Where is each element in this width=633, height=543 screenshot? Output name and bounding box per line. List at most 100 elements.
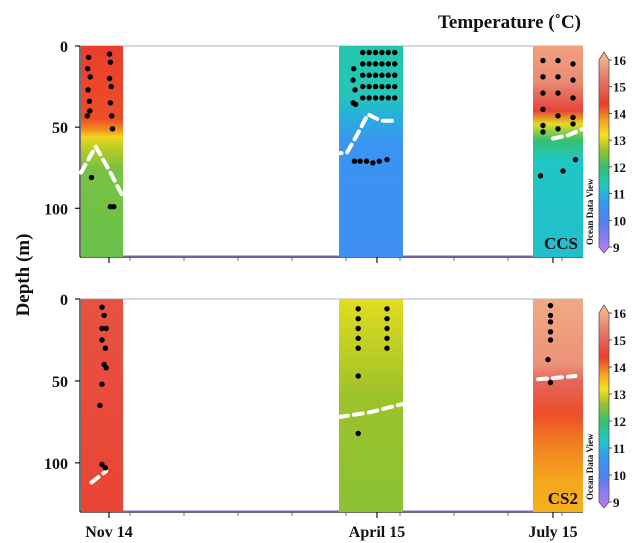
sample-point [540,74,546,80]
sample-point [555,90,561,96]
sample-point [106,51,113,57]
sample-point [384,345,390,351]
sample-point [540,57,546,64]
sample-point [555,57,561,64]
sample-point [350,77,356,83]
sample-point [99,325,105,332]
sample-point [385,83,391,90]
sample-point [360,95,366,101]
y-tick-label: 100 [44,456,68,473]
panel-cs2: 0 50 100 CS2 [44,292,583,518]
sample-point [392,49,398,56]
sample-point [103,325,109,332]
sample-point [107,100,114,106]
colorbar: 9 10 11 12 13 14 15 16 Ocean Data View [585,51,627,255]
sample-point [547,312,554,319]
sample-point [99,337,105,343]
sample-point [376,158,382,164]
sample-point [111,204,117,210]
sample-point [355,316,361,322]
sample-point [392,95,398,101]
sample-point [352,101,359,108]
sample-point [107,59,114,65]
sample-point [360,49,366,56]
sample-point [366,83,372,90]
sample-point [355,345,361,351]
sample-point [366,49,372,56]
sample-point [351,66,357,72]
sample-point [555,113,561,119]
colorbar-tick-label: 13 [613,387,627,402]
sample-point [540,122,546,129]
colorbar-tick-label: 11 [613,187,625,202]
sample-point [109,126,116,132]
sample-point [570,121,576,127]
sample-point [101,312,107,319]
section-column-july-15 [533,299,583,512]
sample-point [108,83,114,90]
sample-point [103,365,109,371]
sample-point [357,158,363,164]
sample-point [570,114,576,121]
section-column-nov-14 [81,46,123,257]
colorbar-tick-label: 10 [613,468,626,483]
x-tick-label: Nov 14 [85,524,133,541]
mixed-layer-line [79,142,125,199]
sample-point [85,87,91,93]
sample-point [384,316,390,322]
sample-point [360,83,366,90]
mixed-layer-line [337,401,405,419]
sample-point [392,61,398,67]
colorbar-tick-label: 16 [613,53,627,68]
sample-point [355,306,361,312]
sample-point [384,306,390,312]
sample-point [385,49,391,56]
sample-point [366,72,372,78]
sample-point [355,430,361,437]
sample-point [351,158,358,164]
mixed-layer-line [536,374,578,382]
sample-point [379,49,385,56]
colorbar-tick-label: 15 [613,80,627,95]
sample-point [379,83,385,90]
sample-point [384,156,390,163]
sample-point [97,402,103,409]
sample-point [372,49,379,56]
colorbar-tick-label: 14 [613,360,627,375]
sample-point [392,72,398,78]
x-tick-label: April 15 [349,524,405,541]
sample-point [355,325,361,332]
mixed-layer-line [551,126,585,141]
sample-point [87,74,93,80]
sample-point [385,72,391,78]
sample-point [379,95,385,101]
sample-point [360,61,366,67]
sample-point [547,379,554,386]
sample-point [555,126,561,132]
colorbar-tick-label: 10 [613,213,626,228]
sample-point [355,373,361,379]
sample-point [355,335,361,341]
sample-point [385,95,391,101]
colorbar-gradient [598,304,610,509]
sample-point [547,337,554,343]
sample-point [372,95,379,101]
sample-point [572,156,579,163]
colorbar-tick-label: 16 [613,306,627,321]
sample-point [372,83,379,90]
panel-ccs: 0 50 100 CCS [44,39,585,263]
odv-watermark: Ocean Data View [585,178,595,245]
sample-point [372,72,379,78]
station-label: CCS [544,234,578,253]
sample-point [379,72,385,78]
sample-point [379,61,385,67]
sample-point [570,61,576,67]
odv-watermark: Ocean Data View [585,433,595,500]
sample-point [540,129,546,135]
sample-point [570,95,576,101]
sample-point [547,319,554,325]
y-tick-label: 50 [52,120,68,137]
sample-point [85,66,91,72]
sample-point [102,345,109,351]
